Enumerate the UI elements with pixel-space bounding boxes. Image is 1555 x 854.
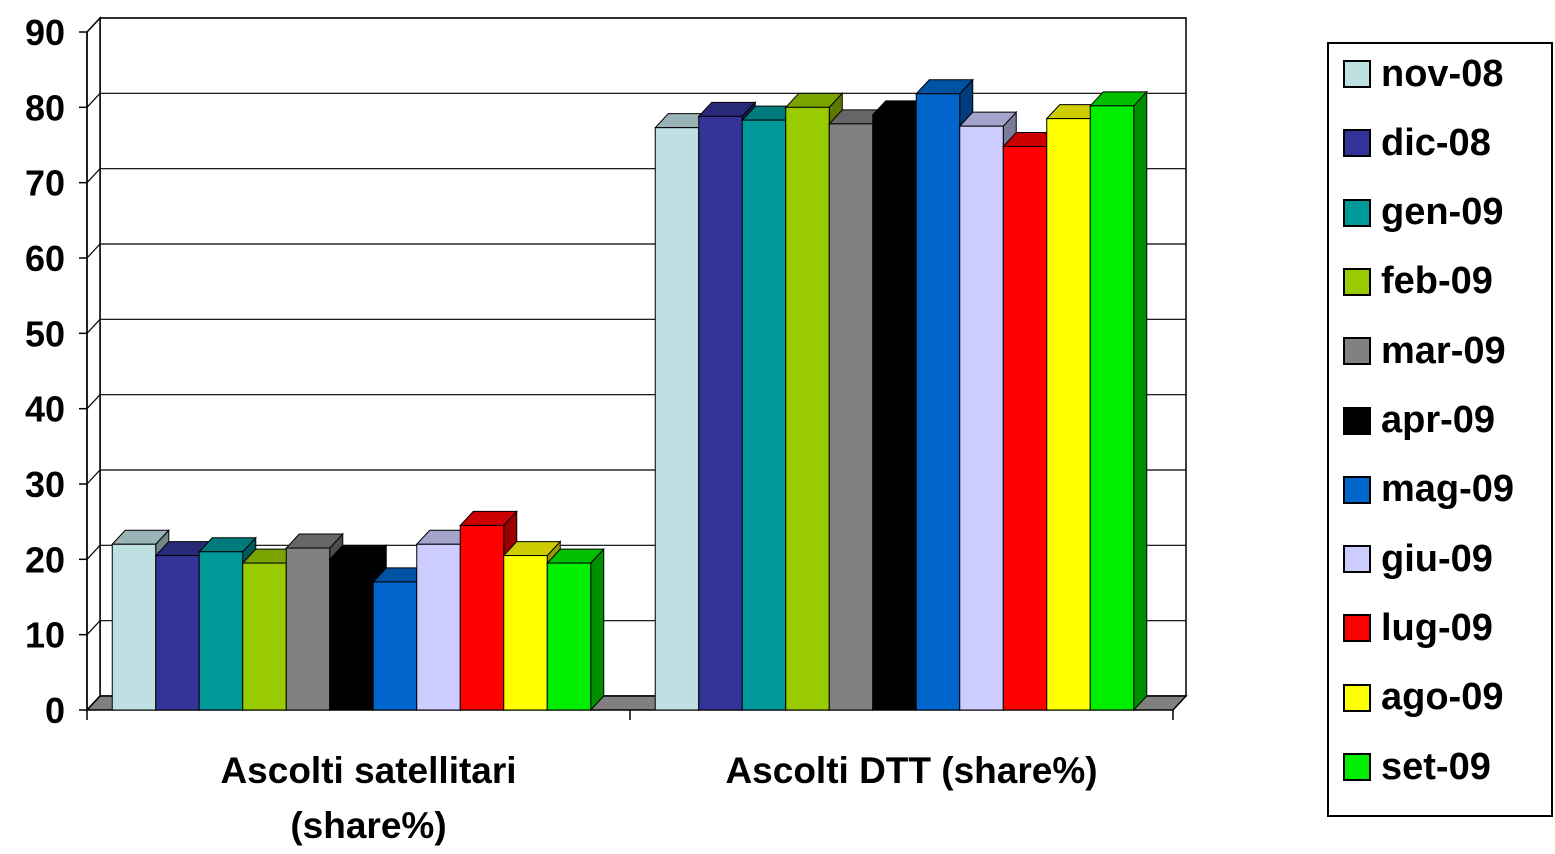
- y-tick-label: 70: [25, 163, 65, 204]
- bar-front: [285, 547, 331, 711]
- y-tick-label: 50: [25, 313, 65, 354]
- bar-front: [915, 93, 961, 711]
- side-wall: [86, 16, 101, 712]
- bar-front: [1089, 105, 1135, 711]
- bar-front: [329, 558, 374, 711]
- legend-swatch: [1343, 129, 1371, 158]
- legend-item: giu-09: [1343, 537, 1493, 580]
- bar-front: [698, 115, 743, 711]
- bar-front: [1002, 146, 1048, 711]
- legend-label: mag-09: [1381, 468, 1515, 511]
- legend-swatch: [1343, 475, 1371, 504]
- legend-swatch: [1343, 545, 1371, 574]
- axes: [79, 31, 1174, 720]
- legend-label: mar-09: [1381, 329, 1506, 372]
- bar-front: [372, 581, 418, 711]
- y-tick-label: 40: [25, 389, 65, 430]
- y-axis-ticks: 0 10 20 30 40 50 60 70 80 90: [25, 12, 65, 731]
- bar: [546, 547, 605, 712]
- legend-item: nov-08: [1343, 52, 1504, 95]
- y-tick-label: 80: [25, 87, 65, 128]
- legend-swatch: [1343, 267, 1371, 296]
- legend-swatch: [1343, 337, 1371, 366]
- bar-front: [111, 543, 157, 711]
- y-tick-label: 10: [25, 615, 65, 656]
- bar-front: [1046, 118, 1091, 711]
- legend-label: apr-09: [1381, 399, 1496, 441]
- legend-label: gen-09: [1381, 191, 1504, 234]
- bar-front: [872, 114, 917, 711]
- legend-label: feb-09: [1381, 260, 1493, 303]
- y-tick-label: 0: [45, 690, 65, 731]
- legend-swatch: [1343, 683, 1371, 712]
- bar-front: [503, 555, 548, 711]
- legend-swatch: [1343, 753, 1371, 781]
- y-tick-label: 60: [25, 238, 65, 279]
- bar-front: [654, 127, 700, 711]
- bar-front: [198, 551, 244, 711]
- legend-item: apr-09: [1343, 399, 1496, 441]
- x-tick-label: Ascolti DTT (share%): [725, 750, 1097, 791]
- bar-side: [590, 547, 605, 712]
- gridline: [86, 17, 1186, 33]
- bar: [1089, 90, 1148, 712]
- legend-item: mag-09: [1343, 468, 1515, 511]
- legend-item: mar-09: [1343, 329, 1506, 372]
- bar-front: [155, 555, 200, 711]
- legend-label: dic-08: [1381, 121, 1491, 164]
- bar-front: [546, 562, 592, 711]
- bar-side: [1133, 90, 1148, 712]
- bar-front: [959, 125, 1004, 711]
- x-axis-labels: Ascolti satellitari (share%) Ascolti DTT (…: [220, 750, 1097, 846]
- legend-label: lug-09: [1381, 606, 1493, 649]
- legend-swatch: [1343, 406, 1371, 435]
- legend-item: lug-09: [1343, 606, 1493, 649]
- bar-front: [459, 524, 505, 711]
- x-tick-label: Ascolti satellitari: [220, 750, 516, 791]
- legend-item: gen-09: [1343, 191, 1504, 234]
- legend-item: dic-08: [1343, 121, 1491, 164]
- y-tick-label: 20: [25, 539, 65, 580]
- x-tick-label: (share%): [290, 805, 446, 846]
- legend-swatch: [1343, 60, 1371, 88]
- legend-swatch: [1343, 614, 1371, 643]
- bars: [111, 78, 1148, 712]
- legend-label: ago-09: [1381, 676, 1504, 719]
- legend-swatch: [1343, 198, 1371, 227]
- legend-label: set-09: [1381, 745, 1491, 788]
- legend-item: ago-09: [1343, 676, 1504, 719]
- legend: nov-08 dic-08 gen-09 feb-09 mar-09 apr-09 mag-…: [1327, 42, 1553, 817]
- bar-front: [741, 119, 787, 711]
- bar-front: [242, 562, 287, 711]
- legend-item: set-09: [1343, 745, 1491, 788]
- legend-label: nov-08: [1381, 52, 1504, 95]
- bar-front: [416, 543, 461, 711]
- legend-item: feb-09: [1343, 260, 1493, 303]
- y-tick-label: 30: [25, 464, 65, 505]
- bar-front: [828, 123, 874, 711]
- y-tick-label: 90: [25, 12, 65, 53]
- legend-label: giu-09: [1381, 537, 1493, 580]
- bar-front: [785, 106, 830, 711]
